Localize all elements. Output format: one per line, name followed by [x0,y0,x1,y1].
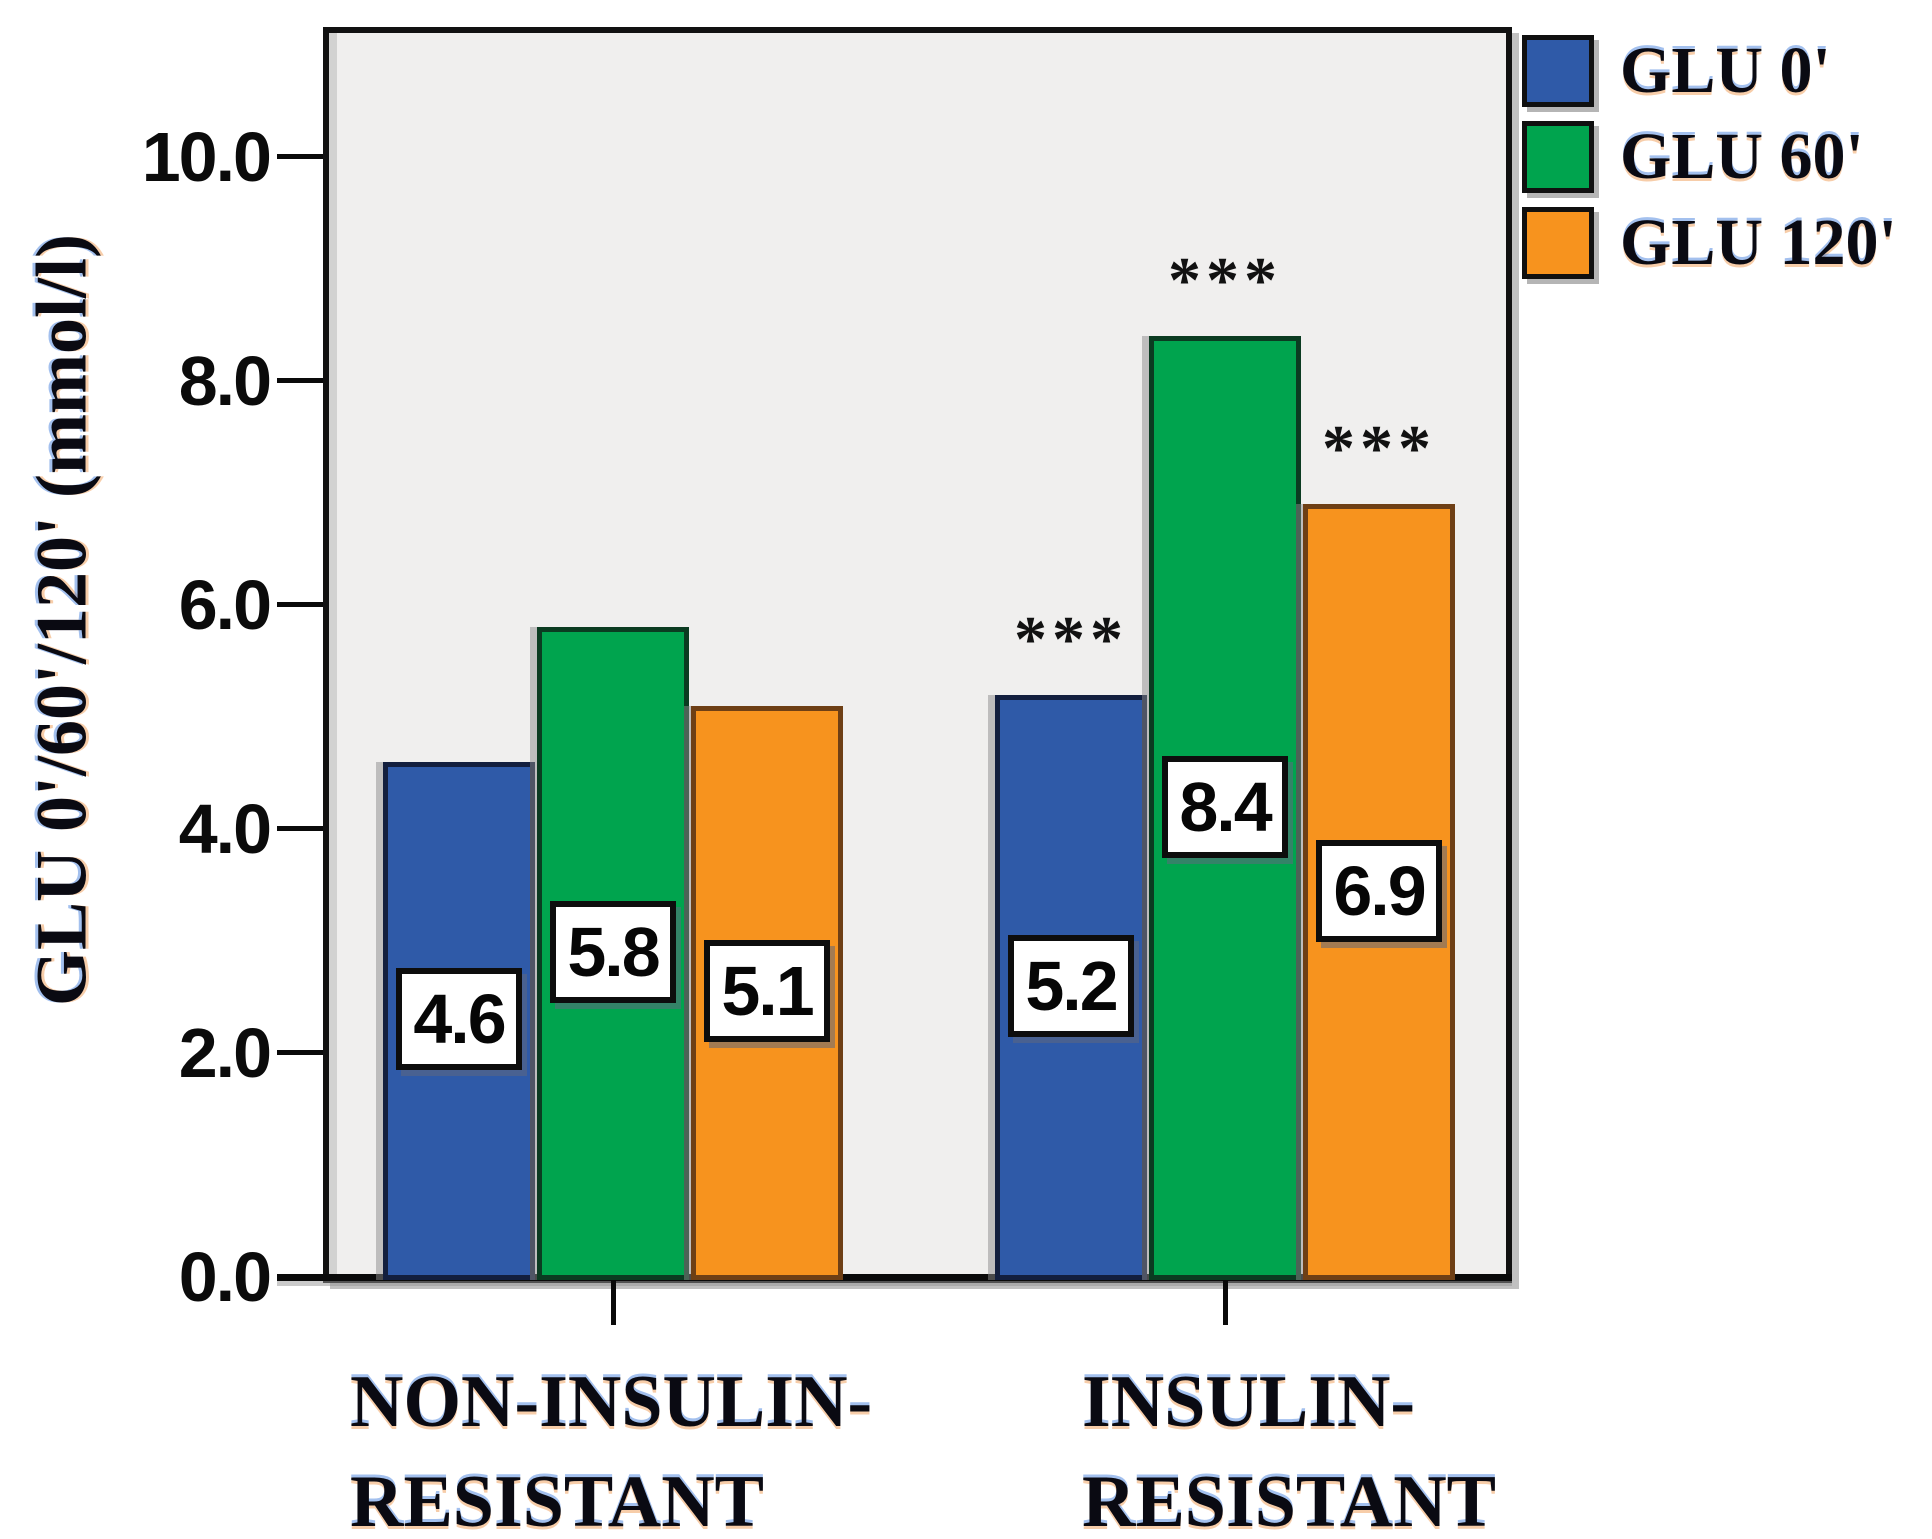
legend-item-glu60: GLU 60' [1522,120,1864,194]
legend-label: GLU 120' [1620,206,1897,279]
legend-label: GLU 0' [1620,34,1831,107]
y-tick-mark [277,826,323,832]
legend-label: GLU 60' [1620,120,1864,193]
category-label-1: INSULIN- RESISTANT [1082,1352,1496,1539]
value-label-box: 5.8 [550,901,676,1004]
significance-stars: *** [1322,412,1436,486]
x-axis-line [277,1274,1512,1281]
significance-stars: *** [1014,602,1128,676]
y-tick-mark [277,1050,323,1056]
y-tick-mark [277,602,323,608]
category-label-line: NON-INSULIN- [350,1361,873,1443]
y-tick-label: 6.0 [178,565,272,644]
value-label-box: 8.4 [1162,755,1288,858]
legend-item-glu120: GLU 120' [1522,206,1897,280]
x-tick-mark [1223,1277,1228,1325]
category-label-line: RESISTANT [1082,1461,1497,1539]
category-label-line: INSULIN- [1082,1361,1416,1443]
value-label-box: 5.1 [704,940,830,1043]
y-tick-label: 8.0 [178,341,272,420]
legend-swatch-icon [1522,35,1594,107]
y-tick-mark [277,1274,323,1280]
value-label-box: 6.9 [1316,839,1442,942]
y-tick-mark [277,378,323,384]
legend-swatch-icon [1522,121,1594,193]
category-label-0: NON-INSULIN- RESISTANT [350,1352,872,1539]
significance-stars: *** [1168,244,1282,318]
legend-item-glu0: GLU 0' [1522,34,1831,108]
value-label-box: 4.6 [396,968,522,1071]
x-tick-mark [611,1277,616,1325]
y-tick-mark [277,154,323,160]
category-label-line: RESISTANT [350,1461,765,1539]
y-tick-label: 0.0 [178,1238,272,1316]
y-tick-label: 2.0 [178,1013,272,1092]
y-tick-label: 4.0 [178,789,272,868]
legend-swatch-icon [1522,207,1594,279]
y-tick-label: 10.0 [141,117,272,196]
value-label-box: 5.2 [1008,934,1134,1037]
